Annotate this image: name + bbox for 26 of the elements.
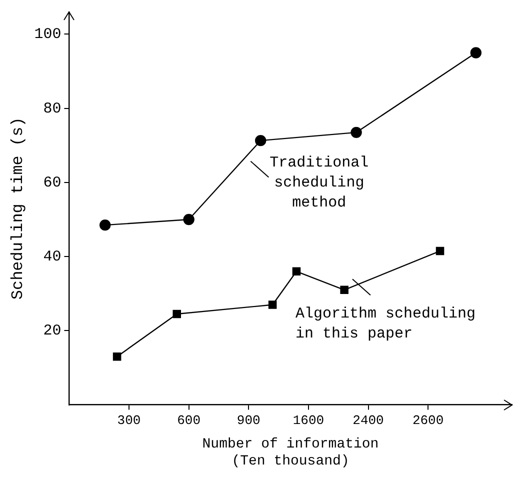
point bbox=[268, 300, 277, 309]
y-axis-title: Scheduling time (s) bbox=[8, 117, 27, 300]
point bbox=[99, 219, 111, 231]
point bbox=[436, 246, 444, 256]
y-tick-label: 20 bbox=[43, 322, 62, 340]
annotation: Algorithm scheduling in this paper bbox=[295, 306, 476, 343]
y-tick-label: 60 bbox=[43, 174, 62, 192]
x-tick-label: 1600 bbox=[292, 413, 324, 428]
y-tick-label: 40 bbox=[43, 248, 62, 266]
point bbox=[172, 310, 181, 318]
point bbox=[183, 214, 194, 226]
x-tick-label: 300 bbox=[117, 413, 141, 428]
x-tick-label: 2400 bbox=[352, 413, 384, 428]
annotation: Traditional scheduling method bbox=[270, 154, 369, 212]
point bbox=[112, 352, 122, 361]
y-tick-label: 100 bbox=[34, 26, 62, 44]
x-axis-title: Number of information (Ten thousand) bbox=[202, 436, 379, 470]
point bbox=[350, 126, 362, 138]
point bbox=[470, 47, 482, 58]
x-tick-label: 900 bbox=[236, 413, 260, 428]
point bbox=[292, 267, 301, 276]
y-tick-label: 80 bbox=[43, 100, 62, 118]
x-tick-label: 2600 bbox=[412, 413, 444, 428]
x-tick-label: 600 bbox=[177, 413, 201, 428]
point bbox=[254, 134, 266, 146]
point bbox=[340, 286, 348, 294]
